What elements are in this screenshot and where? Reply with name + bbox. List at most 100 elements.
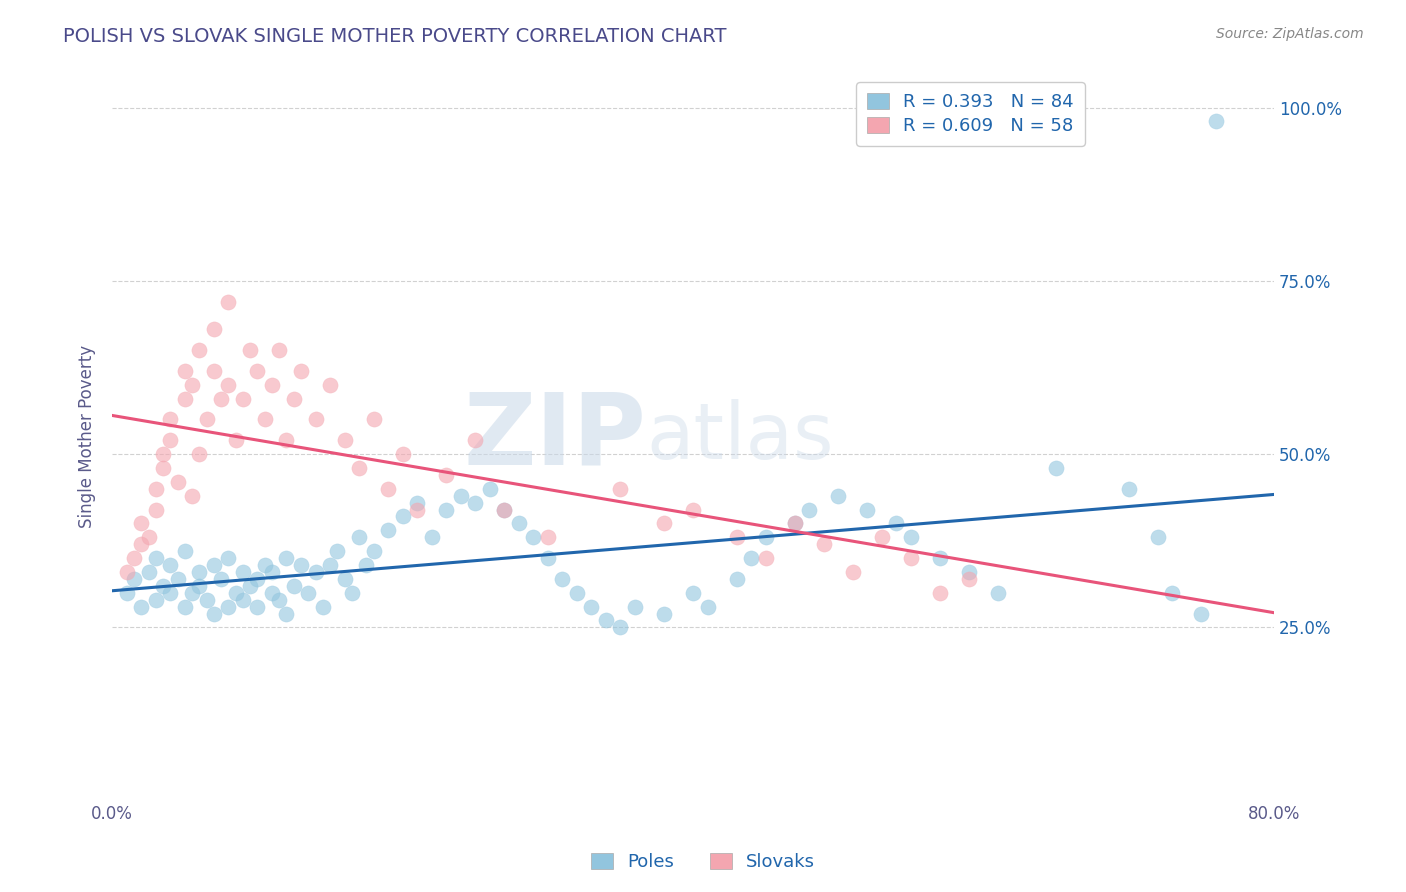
- Point: [159, 558, 181, 572]
- Point: [122, 551, 145, 566]
- Point: [347, 530, 370, 544]
- Point: [129, 599, 152, 614]
- Point: [290, 558, 312, 572]
- Point: [225, 434, 247, 448]
- Point: [276, 551, 298, 566]
- Point: [340, 585, 363, 599]
- Point: [145, 551, 167, 566]
- Point: [595, 614, 617, 628]
- Point: [304, 412, 326, 426]
- Text: ZIP: ZIP: [464, 388, 647, 485]
- Point: [1118, 482, 1140, 496]
- Point: [406, 495, 429, 509]
- Point: [195, 592, 218, 607]
- Point: [420, 530, 443, 544]
- Point: [166, 572, 188, 586]
- Point: [239, 343, 262, 358]
- Point: [464, 434, 486, 448]
- Point: [900, 551, 922, 566]
- Point: [253, 412, 276, 426]
- Point: [297, 585, 319, 599]
- Point: [755, 551, 778, 566]
- Point: [434, 502, 457, 516]
- Point: [581, 599, 603, 614]
- Point: [152, 447, 174, 461]
- Point: [1146, 530, 1168, 544]
- Point: [725, 530, 748, 544]
- Point: [363, 544, 385, 558]
- Point: [957, 572, 980, 586]
- Point: [173, 599, 195, 614]
- Point: [225, 585, 247, 599]
- Point: [537, 551, 560, 566]
- Point: [188, 565, 211, 579]
- Point: [181, 377, 204, 392]
- Point: [740, 551, 762, 566]
- Point: [145, 482, 167, 496]
- Point: [929, 551, 952, 566]
- Point: [202, 322, 225, 336]
- Point: [319, 558, 342, 572]
- Point: [624, 599, 647, 614]
- Point: [217, 294, 239, 309]
- Point: [159, 585, 181, 599]
- Point: [391, 447, 413, 461]
- Point: [494, 502, 516, 516]
- Point: [799, 502, 821, 516]
- Point: [260, 377, 283, 392]
- Point: [232, 565, 254, 579]
- Point: [152, 579, 174, 593]
- Point: [987, 585, 1010, 599]
- Point: [842, 565, 865, 579]
- Point: [129, 537, 152, 551]
- Point: [565, 585, 588, 599]
- Point: [181, 585, 204, 599]
- Point: [494, 502, 516, 516]
- Point: [188, 343, 211, 358]
- Point: [115, 565, 138, 579]
- Point: [609, 482, 631, 496]
- Point: [725, 572, 748, 586]
- Point: [115, 585, 138, 599]
- Point: [929, 585, 952, 599]
- Point: [253, 558, 276, 572]
- Point: [870, 530, 893, 544]
- Point: [181, 489, 204, 503]
- Point: [406, 502, 429, 516]
- Point: [347, 461, 370, 475]
- Point: [129, 516, 152, 531]
- Point: [326, 544, 349, 558]
- Point: [391, 509, 413, 524]
- Point: [159, 434, 181, 448]
- Point: [217, 377, 239, 392]
- Point: [333, 434, 356, 448]
- Point: [755, 530, 778, 544]
- Point: [652, 607, 675, 621]
- Point: [138, 530, 160, 544]
- Point: [276, 607, 298, 621]
- Point: [269, 343, 291, 358]
- Point: [450, 489, 472, 503]
- Point: [283, 579, 305, 593]
- Point: [783, 516, 806, 531]
- Point: [377, 482, 399, 496]
- Point: [159, 412, 181, 426]
- Point: [856, 502, 879, 516]
- Point: [508, 516, 530, 531]
- Point: [260, 585, 283, 599]
- Point: [202, 558, 225, 572]
- Legend: Poles, Slovaks: Poles, Slovaks: [583, 846, 823, 879]
- Text: atlas: atlas: [647, 399, 834, 475]
- Point: [696, 599, 718, 614]
- Point: [202, 607, 225, 621]
- Point: [246, 599, 269, 614]
- Point: [827, 489, 849, 503]
- Point: [434, 467, 457, 482]
- Point: [682, 585, 704, 599]
- Point: [478, 482, 501, 496]
- Point: [333, 572, 356, 586]
- Point: [232, 592, 254, 607]
- Point: [138, 565, 160, 579]
- Point: [195, 412, 218, 426]
- Point: [269, 592, 291, 607]
